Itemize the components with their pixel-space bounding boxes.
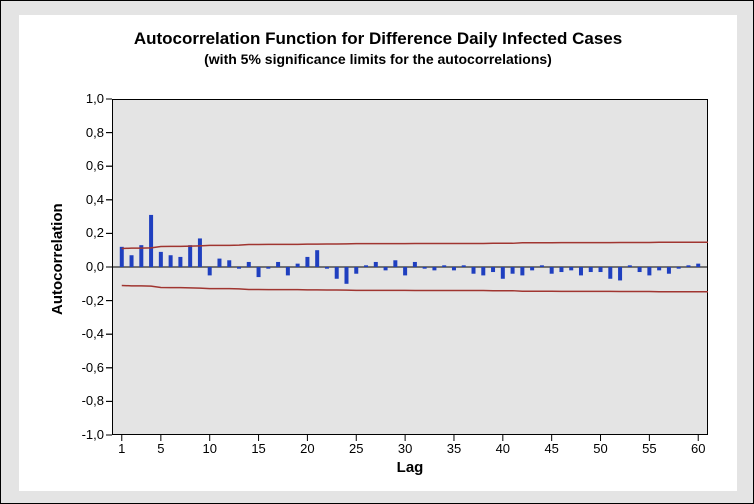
acf-bar bbox=[618, 267, 622, 280]
acf-bar bbox=[423, 267, 427, 269]
acf-bar bbox=[344, 267, 348, 284]
acf-bar bbox=[511, 267, 515, 274]
acf-bar bbox=[384, 267, 388, 270]
acf-bar bbox=[638, 267, 642, 272]
acf-bar bbox=[608, 267, 612, 279]
chart-title: Autocorrelation Function for Difference … bbox=[19, 15, 737, 49]
acf-bar bbox=[686, 265, 690, 267]
acf-bar bbox=[403, 267, 407, 275]
acf-bar bbox=[188, 245, 192, 267]
acf-bar bbox=[432, 267, 436, 270]
acf-bar bbox=[130, 255, 134, 267]
acf-bar bbox=[208, 267, 212, 275]
y-tick-label: 1,0 bbox=[64, 91, 104, 106]
upper-significance-limit bbox=[122, 242, 708, 248]
x-tick-label: 45 bbox=[537, 441, 567, 456]
acf-bar bbox=[266, 267, 270, 269]
acf-bar bbox=[462, 265, 466, 267]
acf-bar bbox=[257, 267, 261, 277]
y-tick-label: 0,6 bbox=[64, 158, 104, 173]
acf-bar bbox=[530, 267, 534, 270]
plot-area bbox=[112, 99, 708, 435]
x-tick-label: 1 bbox=[107, 441, 137, 456]
acf-bar bbox=[599, 267, 603, 272]
acf-bar bbox=[540, 265, 544, 267]
acf-bar bbox=[149, 215, 153, 267]
x-tick-label: 30 bbox=[390, 441, 420, 456]
y-tick-label: -0,6 bbox=[64, 360, 104, 375]
acf-bar bbox=[628, 265, 632, 267]
x-tick-label: 10 bbox=[195, 441, 225, 456]
acf-bar bbox=[481, 267, 485, 275]
x-tick-label: 15 bbox=[244, 441, 274, 456]
acf-bar bbox=[120, 247, 124, 267]
chart-panel: Autocorrelation Function for Difference … bbox=[19, 15, 737, 491]
y-tick-label: 0,0 bbox=[64, 259, 104, 274]
acf-bar bbox=[315, 250, 319, 267]
acf-bar bbox=[501, 267, 505, 279]
acf-bar bbox=[198, 238, 202, 267]
x-tick-label: 60 bbox=[683, 441, 713, 456]
acf-bar bbox=[472, 267, 476, 274]
acf-bar bbox=[550, 267, 554, 274]
acf-bar bbox=[276, 262, 280, 267]
y-tick-label: 0,2 bbox=[64, 225, 104, 240]
acf-bar bbox=[579, 267, 583, 275]
acf-bar bbox=[247, 262, 251, 267]
acf-bar bbox=[217, 259, 221, 267]
acf-bar bbox=[178, 257, 182, 267]
acf-bar bbox=[354, 267, 358, 274]
acf-bar bbox=[657, 267, 661, 270]
outer-frame: Autocorrelation Function for Difference … bbox=[0, 0, 754, 504]
x-tick-label: 20 bbox=[292, 441, 322, 456]
acf-bar bbox=[169, 255, 173, 267]
acf-bar bbox=[286, 267, 290, 275]
y-tick-label: -0,4 bbox=[64, 326, 104, 341]
acf-bar bbox=[677, 267, 681, 269]
acf-bar bbox=[296, 264, 300, 267]
chart-svg bbox=[112, 99, 708, 435]
x-tick-label: 5 bbox=[146, 441, 176, 456]
acf-bar bbox=[159, 252, 163, 267]
x-tick-label: 25 bbox=[341, 441, 371, 456]
y-tick-label: 0,8 bbox=[64, 125, 104, 140]
y-tick-label: -0,8 bbox=[64, 393, 104, 408]
acf-bar bbox=[491, 267, 495, 272]
y-tick-label: 0,4 bbox=[64, 192, 104, 207]
acf-bar bbox=[696, 264, 700, 267]
acf-bar bbox=[227, 260, 231, 267]
acf-bar bbox=[569, 267, 573, 270]
acf-bar bbox=[305, 257, 309, 267]
acf-bar bbox=[589, 267, 593, 272]
x-tick-label: 50 bbox=[586, 441, 616, 456]
x-tick-label: 40 bbox=[488, 441, 518, 456]
acf-bar bbox=[325, 267, 329, 269]
lower-significance-limit bbox=[122, 285, 708, 291]
y-tick-label: -1,0 bbox=[64, 427, 104, 442]
acf-bar bbox=[335, 267, 339, 279]
acf-bar bbox=[520, 267, 524, 275]
acf-bar bbox=[393, 260, 397, 267]
acf-bar bbox=[364, 265, 368, 267]
acf-bar bbox=[237, 267, 241, 269]
acf-bar bbox=[559, 267, 563, 272]
chart-subtitle: (with 5% significance limits for the aut… bbox=[19, 51, 737, 67]
acf-bar bbox=[442, 265, 446, 267]
x-axis-label: Lag bbox=[112, 459, 708, 476]
x-tick-label: 35 bbox=[439, 441, 469, 456]
acf-bar bbox=[374, 262, 378, 267]
x-tick-label: 55 bbox=[634, 441, 664, 456]
acf-bar bbox=[667, 267, 671, 274]
acf-bar bbox=[413, 262, 417, 267]
acf-bar bbox=[647, 267, 651, 275]
acf-bar bbox=[452, 267, 456, 270]
y-tick-label: -0,2 bbox=[64, 293, 104, 308]
